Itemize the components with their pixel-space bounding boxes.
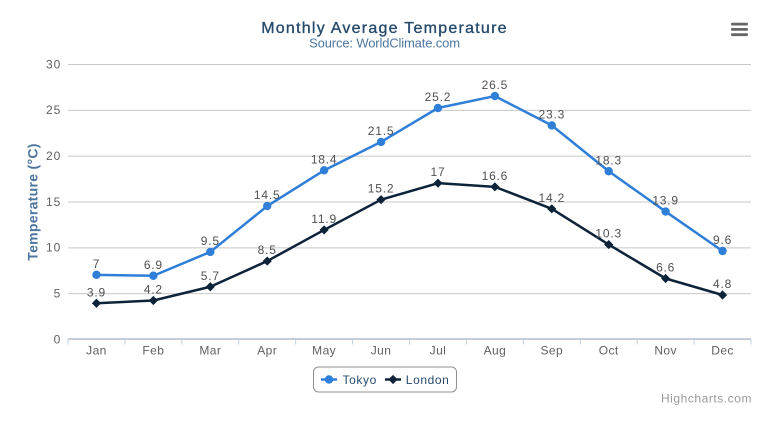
svg-text:Dec: Dec (711, 344, 734, 358)
svg-text:11.9: 11.9 (311, 212, 337, 226)
svg-text:14.2: 14.2 (539, 191, 566, 205)
svg-text:Aug: Aug (484, 344, 507, 358)
svg-text:London: London (406, 373, 450, 387)
svg-text:Feb: Feb (142, 344, 164, 358)
svg-text:30: 30 (46, 57, 61, 71)
svg-text:9.6: 9.6 (713, 233, 732, 247)
svg-text:Highcharts.com: Highcharts.com (661, 392, 752, 406)
svg-text:May: May (312, 344, 336, 358)
svg-text:10.3: 10.3 (595, 227, 622, 241)
svg-text:14.5: 14.5 (254, 188, 281, 202)
svg-text:21.5: 21.5 (368, 124, 395, 138)
svg-text:Oct: Oct (599, 344, 619, 358)
svg-text:16.6: 16.6 (482, 169, 509, 183)
svg-text:15: 15 (46, 195, 61, 209)
svg-text:25.2: 25.2 (425, 90, 452, 104)
svg-text:3.9: 3.9 (87, 285, 106, 299)
svg-text:7: 7 (93, 257, 100, 271)
svg-text:23.3: 23.3 (539, 107, 566, 121)
svg-text:15.2: 15.2 (368, 182, 395, 196)
svg-text:Tokyo: Tokyo (343, 373, 377, 387)
svg-text:6.6: 6.6 (656, 261, 675, 275)
svg-text:0: 0 (54, 332, 62, 346)
svg-text:10: 10 (46, 241, 61, 255)
svg-text:18.3: 18.3 (595, 153, 622, 167)
svg-text:13.9: 13.9 (652, 194, 679, 208)
svg-text:Temperature (°C): Temperature (°C) (25, 143, 41, 261)
svg-text:Nov: Nov (654, 344, 677, 358)
svg-text:Sep: Sep (541, 344, 564, 358)
svg-text:Monthly Average Temperature: Monthly Average Temperature (261, 20, 508, 37)
svg-text:5.7: 5.7 (201, 269, 220, 283)
svg-text:6.9: 6.9 (144, 258, 163, 272)
svg-text:9.5: 9.5 (201, 234, 220, 248)
svg-text:Apr: Apr (257, 344, 277, 358)
svg-text:Jun: Jun (371, 344, 392, 358)
svg-text:Mar: Mar (199, 344, 221, 358)
svg-text:25: 25 (46, 103, 61, 117)
svg-text:Jan: Jan (86, 344, 107, 358)
svg-text:4.2: 4.2 (144, 283, 163, 297)
svg-text:Jul: Jul (430, 344, 447, 358)
svg-text:18.4: 18.4 (311, 152, 338, 166)
svg-text:26.5: 26.5 (482, 78, 509, 92)
svg-text:8.5: 8.5 (258, 243, 277, 257)
svg-text:4.8: 4.8 (713, 277, 732, 291)
svg-text:Source: WorldClimate.com: Source: WorldClimate.com (309, 35, 460, 50)
svg-text:17: 17 (430, 165, 445, 179)
svg-text:20: 20 (46, 149, 61, 163)
svg-text:5: 5 (54, 287, 62, 301)
